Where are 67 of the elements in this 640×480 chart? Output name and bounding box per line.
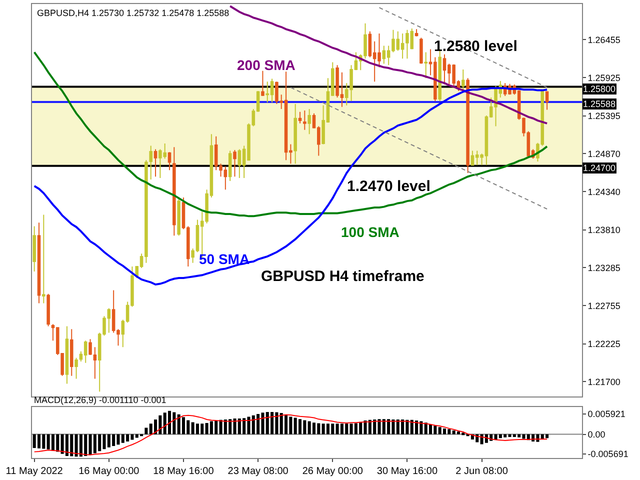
candlestick	[545, 91, 549, 110]
candlestick	[228, 150, 232, 182]
text: GBPUSD,H4 1.25730 1.25732 1.25478 1.25588	[37, 8, 230, 18]
y-tick-label: 1.26455	[588, 34, 620, 45]
y-tick-label: 1.24340	[588, 186, 620, 197]
ref-line-label: 1.25800	[583, 84, 616, 94]
candlestick	[308, 108, 311, 135]
y-tick-label: 1.22755	[588, 300, 620, 311]
candlestick	[168, 152, 172, 171]
y-tick-label: 1.25925	[588, 72, 620, 83]
candlestick	[462, 68, 465, 92]
candlestick	[172, 146, 176, 236]
candlestick	[294, 103, 297, 164]
series-label: 100 SMA	[341, 224, 400, 240]
bar	[168, 410, 172, 434]
x-tick-label: 11 May 2022	[6, 466, 64, 477]
candlestick	[414, 28, 418, 37]
candlestick	[420, 37, 423, 64]
y-tick-label: 1.23285	[588, 262, 620, 273]
x-tick-label: 16 May 00:00	[78, 466, 140, 477]
ref-line-label: 1.25588	[583, 99, 616, 109]
line-series	[34, 414, 548, 456]
y-tick-label: -0.005691	[588, 448, 628, 459]
x-tick-label: 23 May 08:00	[228, 466, 289, 477]
x-tick-label: 18 May 16:00	[153, 466, 214, 477]
chart-title: MACD(12,26,9) -0.001110 -0.001	[34, 395, 166, 405]
candlestick	[266, 81, 270, 104]
y-tick-label: 1.23810	[588, 224, 620, 235]
bar	[442, 428, 446, 434]
candlestick	[84, 340, 88, 364]
ref-line-label: 1.24700	[583, 163, 616, 173]
candlestick	[233, 150, 236, 178]
line-series	[229, 5, 548, 124]
line-series	[33, 51, 548, 218]
candlestick	[70, 328, 74, 376]
y-tick-label: 0.00	[588, 429, 606, 440]
y-tick-label: 1.24870	[588, 148, 620, 159]
candlestick	[37, 222, 41, 304]
candlestick	[424, 52, 428, 79]
candlestick	[32, 226, 36, 272]
candlestick	[298, 111, 302, 124]
candlestick	[382, 45, 386, 64]
candlestick	[238, 148, 242, 179]
candlestick	[42, 214, 46, 304]
bar	[312, 422, 316, 434]
bar	[37, 434, 41, 448]
candlestick	[46, 293, 50, 327]
x-tick-label: 26 May 00:00	[302, 466, 364, 477]
candlestick	[261, 70, 264, 97]
y-tick-label: 0.005921	[588, 409, 626, 420]
x-tick-label: 2 Jun 08:00	[456, 466, 508, 477]
annotation: GBPUSD H4 timeframe	[261, 268, 424, 285]
candlestick	[65, 326, 69, 384]
bar	[298, 419, 302, 434]
series-label: 200 SMA	[237, 57, 296, 73]
annotation: 1.2580 level	[434, 38, 518, 55]
candlestick	[177, 196, 180, 236]
line-series	[33, 87, 548, 286]
candlestick	[466, 78, 470, 174]
candlestick	[303, 110, 306, 130]
candlestick	[154, 148, 158, 178]
x-tick-label: 30 May 16:00	[376, 466, 438, 477]
series-label: 50 SMA	[199, 251, 250, 267]
y-tick-label: 1.25395	[588, 110, 620, 121]
y-tick-label: 1.21700	[588, 376, 620, 387]
y-tick-label: 1.22225	[588, 339, 620, 349]
annotation: 1.2470 level	[347, 178, 430, 195]
